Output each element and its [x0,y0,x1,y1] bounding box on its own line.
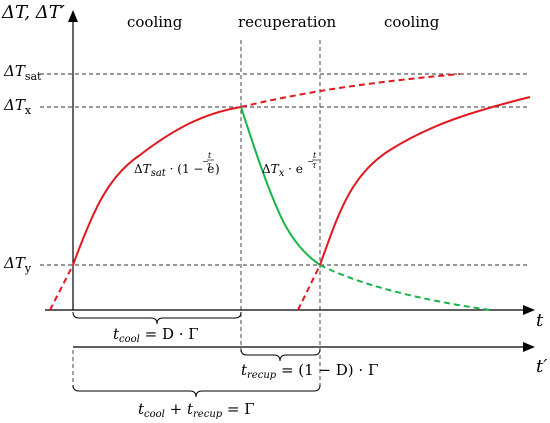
recuperation-curve-formula: ΔTx · e − t τ [262,151,319,179]
t-prime-axis [73,342,535,352]
cooling-curve-second [319,96,531,266]
t-axis [45,305,535,315]
svg-text:ΔTx · e: ΔTx · e [262,162,303,179]
recuperation-curve [240,106,321,266]
svg-text:t: t [313,151,317,160]
t-cool-formula: tcool = D · Γ [113,325,199,345]
cooling-curve-formula: ΔTsat · (1 − e − t τ ) [134,151,220,179]
phase-label-cooling-1: cooling [127,13,183,31]
level-label-sat: ΔTsat [3,62,42,83]
period-brace [72,384,321,398]
t-recup-brace [240,348,321,362]
cooling-curve-extrapolation-start [49,264,74,311]
svg-text:t: t [208,151,212,160]
svg-text:): ) [215,162,220,176]
cooling-curve-first [72,106,242,266]
svg-text:τ: τ [207,161,212,170]
level-label-x: ΔTx [3,96,32,117]
t-axis-label: t [536,310,544,331]
t-prime-axis-label: t′ [536,356,547,377]
t-cool-brace [72,311,242,325]
saturation-continuation-curve [240,73,461,108]
y-axis [68,10,78,310]
svg-text:−: − [307,157,314,166]
svg-text:ΔTsat · (1 − e: ΔTsat · (1 − e [134,162,214,179]
period-formula: tcool + trecup = Γ [138,400,255,420]
recuperation-continuation-curve [319,264,491,311]
phase-label-recuperation: recuperation [238,13,337,31]
level-label-y: ΔTy [3,254,32,275]
svg-text:τ: τ [312,161,317,170]
svg-text:−: − [202,157,209,166]
t-recup-formula: trecup = (1 − D) · Γ [241,361,378,381]
phase-label-cooling-2: cooling [384,13,440,31]
y-axis-label: ΔT, ΔT′ [1,2,65,23]
cooling-curve-extrapolation-second [297,264,321,311]
